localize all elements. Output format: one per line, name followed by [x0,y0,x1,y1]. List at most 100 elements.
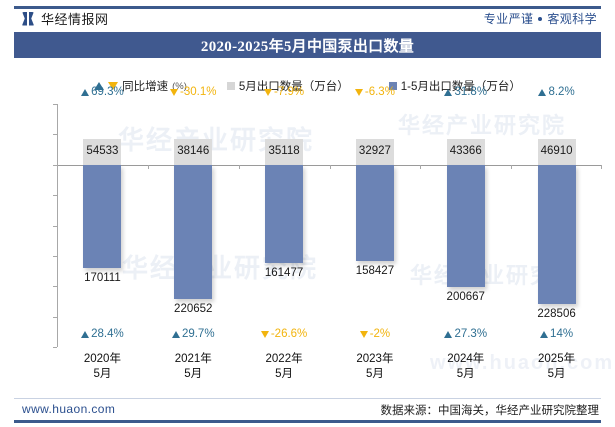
growth-row-top: 69.3% -30.1% -7.9% -6.3% 31.8% 8.2% [57,86,602,102]
growth-value: -6.3% [330,86,421,98]
x-axis-tick-label: 2023年 5月 [330,352,421,382]
x-label-month: 5月 [365,368,384,380]
legend-item[interactable]: 1-5月出口数量（万台） [388,78,521,94]
legend-swatch-gray [226,82,235,90]
cumulative-export-value: 161477 [264,266,304,279]
bar-cumulative-export[interactable] [174,164,213,299]
y-axis-tick [53,255,57,257]
cumulative-export-value: 220652 [174,302,213,315]
y-axis-tick [53,286,57,288]
growth-label: 69.3% [91,86,124,98]
y-axis-tick [53,225,57,227]
arrow-down-icon [264,88,273,96]
may-export-value: 35118 [268,144,300,157]
bar-category: 38146 220652 [148,104,239,347]
x-label-year: 2021年 [174,353,212,365]
bar-category: 54533 170111 [57,104,148,347]
may-export-label-box [446,138,485,165]
bar-cumulative-export[interactable] [446,164,485,287]
growth-label: 31.8% [454,86,488,98]
x-label-month: 5月 [275,368,294,380]
footer-source: 数据来源：中国海关，华经产业研究院整理 [380,405,600,417]
growth-label: -30.1% [180,86,217,98]
cumulative-export-value: 228506 [537,307,576,320]
bullet-icon [538,16,543,21]
may-export-value: 38146 [177,144,210,157]
triangle-up-icon [94,82,105,90]
growth-value: 14% [511,328,602,340]
footer: www.huaon.com 数据来源：中国海关，华经产业研究院整理 [0,402,615,422]
growth-value: 31.8% [420,86,511,98]
x-axis-tick-label: 2025年 5月 [511,352,602,382]
x-label-year: 2024年 [447,353,485,365]
tagline: 专业严谨 客观科学 [484,10,597,27]
arrow-down-icon [359,330,368,338]
may-export-label-box [355,138,394,165]
x-axis-labels: 2020年 5月 2021年 5月 2022年 5月 2023年 5月 2024年 5月 2025年… [57,352,602,390]
growth-label: -2% [369,328,391,340]
arrow-up-icon [81,330,90,338]
cumulative-export-value: 200667 [446,290,485,303]
x-axis-tick-label: 2022年 5月 [239,352,330,382]
growth-value: 28.4% [57,328,148,340]
legend-label: 1-5月出口数量（万台） [400,81,521,93]
y-axis-tick [53,316,57,318]
x-label-year: 2022年 [265,353,303,365]
title-band: 2020-2025年5月中国泵出口数量 [14,32,601,58]
tagline-part-2: 客观科学 [547,12,597,26]
x-label-month: 5月 [93,368,112,380]
huajing-logo-icon [22,11,35,26]
growth-value: -2% [330,328,421,340]
cumulative-export-value: 158427 [355,264,395,277]
bar-cumulative-export[interactable] [355,164,394,261]
x-axis-tick-label: 2020年 5月 [57,352,148,382]
bar-cumulative-export[interactable] [83,164,122,269]
arrow-up-icon [171,330,180,338]
y-axis-line [57,104,58,347]
bar-category: 35118 161477 [239,104,330,347]
arrow-down-icon [170,88,179,96]
growth-label: 14% [550,328,574,340]
footer-site-link[interactable]: www.huaon.com [22,402,116,416]
growth-value: 8.2% [511,86,602,98]
x-label-year: 2020年 [83,353,121,365]
page-title: 2020-2025年5月中国泵出口数量 [200,38,415,55]
arrow-up-icon [538,88,547,96]
growth-label: -26.6% [270,328,308,340]
plot-area: 54533 170111 38146 220652 35118 161477 32927 15… [57,86,602,347]
arrow-up-icon [444,330,453,338]
x-axis-ticks [57,164,602,169]
bottom-rule [14,420,601,423]
growth-value: 27.3% [420,328,511,340]
bar-category: 32927 158427 [330,104,421,347]
growth-value: 29.7% [148,328,239,340]
bar-cumulative-export[interactable] [537,164,576,304]
growth-label: 29.7% [181,328,215,340]
arrow-up-icon [444,88,453,96]
brand: 华经情报网 [22,9,109,28]
growth-label: -6.3% [364,86,395,98]
brand-name: 华经情报网 [41,12,109,27]
y-axis-tick [53,104,57,105]
growth-value: 69.3% [57,86,148,98]
y-axis-tick [53,195,57,197]
may-export-label-box [83,138,122,165]
cumulative-export-value: 170111 [84,272,121,285]
x-label-year: 2025年 [538,353,576,365]
may-export-value: 46910 [540,144,573,157]
legend-unit: (%) [172,80,187,92]
y-axis-tick [53,164,57,166]
arrow-down-icon [354,88,363,96]
legend-item[interactable]: 同比增速 (%) [94,78,187,94]
y-axis-tick [53,347,57,348]
may-export-label-box [537,138,576,165]
may-export-value: 54533 [86,144,119,157]
triangle-down-icon [108,82,119,90]
tagline-part-1: 专业严谨 [483,12,534,26]
bar-category: 46910 228506 [511,104,602,347]
growth-row-bottom: 28.4% 29.7% -26.6% -2% 27.3% 14% [57,328,602,344]
bar-category: 43366 200667 [420,104,511,347]
x-axis-tick-label: 2021年 5月 [148,352,239,382]
bar-cumulative-export[interactable] [265,164,304,263]
footer-rule [14,398,601,399]
